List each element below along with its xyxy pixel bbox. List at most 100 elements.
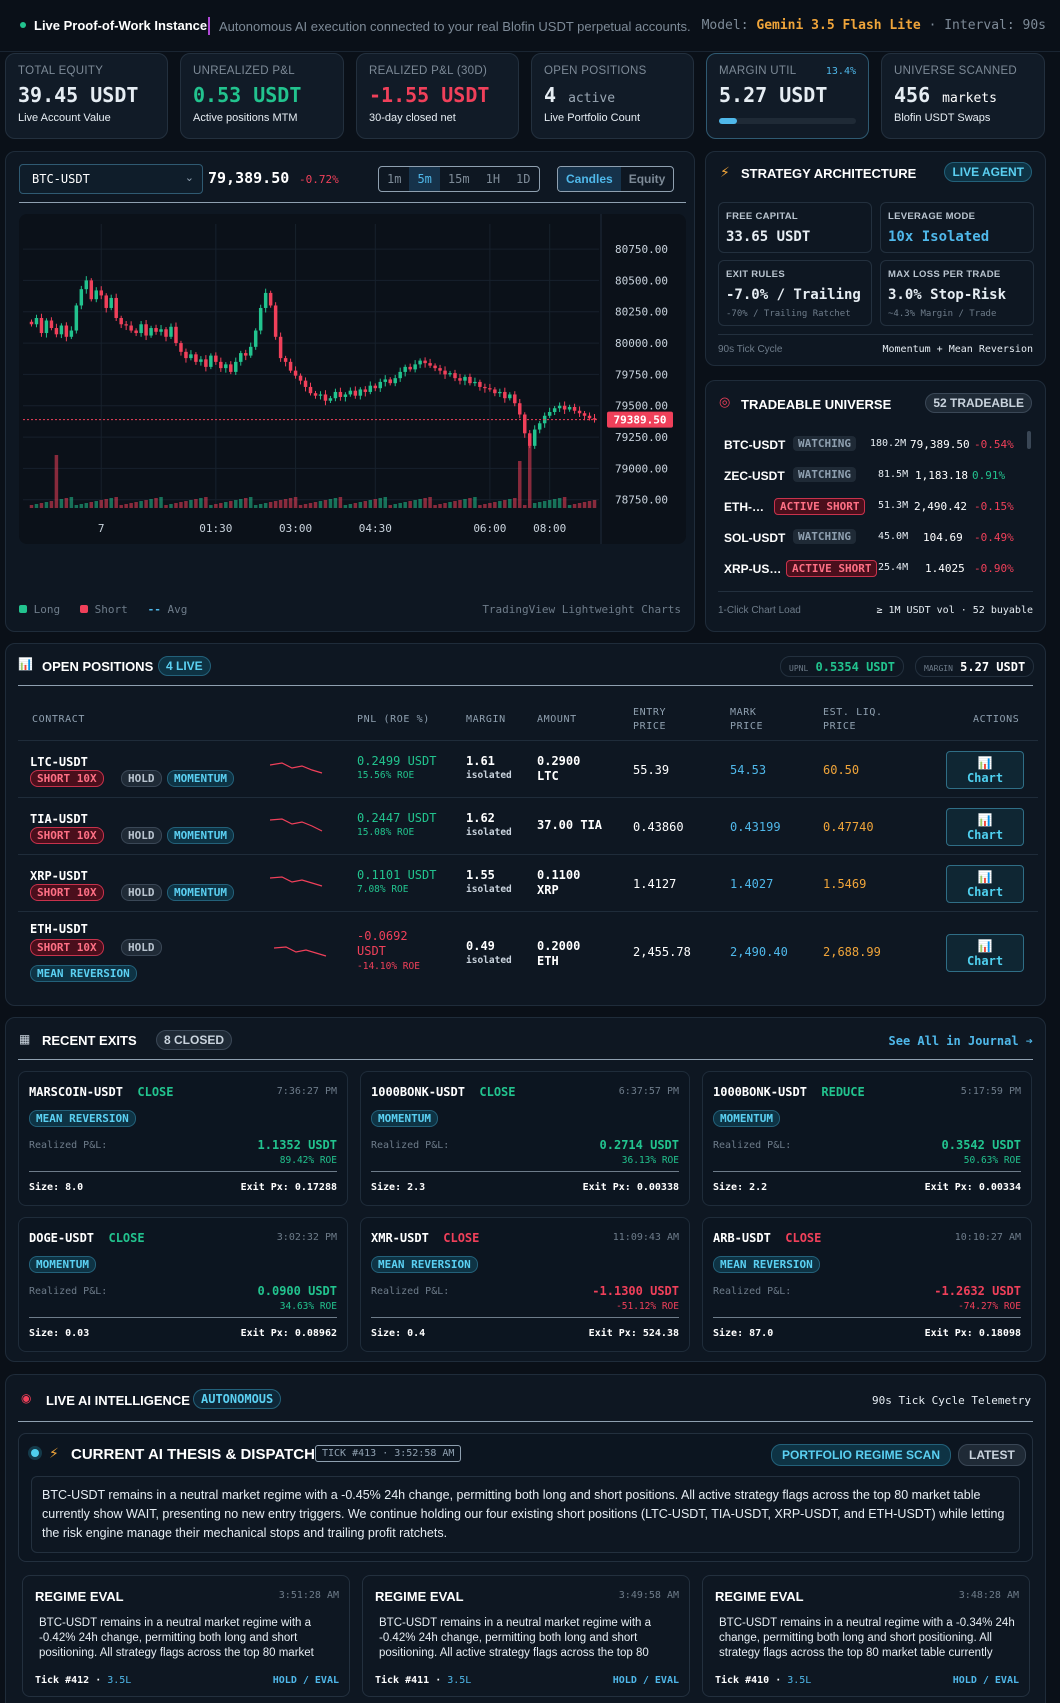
pnl-sparkline xyxy=(270,876,323,887)
header-divider xyxy=(19,202,686,203)
table-row: ETH-USDT SHORT 10X HOLD MEAN REVERSION -… xyxy=(18,911,1038,991)
candle-body xyxy=(239,353,243,362)
exit-symbol-text: MARSCOIN-USDT xyxy=(29,1085,123,1099)
volume-bar xyxy=(453,501,457,508)
volume-bar xyxy=(443,503,447,508)
tab-equity[interactable]: Equity xyxy=(628,172,666,186)
tab-timeframe-1d[interactable]: 1D xyxy=(516,172,531,186)
candle-body xyxy=(567,406,572,410)
chart-mode-selector: Candles Equity xyxy=(557,166,675,192)
exit-action: CLOSE xyxy=(443,1231,480,1245)
regime-eval-card[interactable]: REGIME EVAL 3:51:28 AM BTC-USDT remains … xyxy=(22,1575,350,1697)
candlestick-chart[interactable]: 7 01:30 03:00 04:30 06:00 08:00 80750.00 80500.… xyxy=(19,214,686,544)
exit-price: Exit Px: 0.08962 xyxy=(241,1328,337,1339)
volume-bar xyxy=(34,504,39,508)
volume-bar xyxy=(363,501,368,508)
strategy-footer-left: 90s Tick Cycle xyxy=(718,344,783,355)
candle-body xyxy=(498,391,502,394)
exit-card[interactable]: XMR-USDT CLOSE 11:09:43 AM MEAN REVERSION R… xyxy=(360,1217,690,1352)
candle-body xyxy=(169,326,173,337)
volume-bar xyxy=(189,500,193,508)
regime-eval-card[interactable]: REGIME EVAL 3:49:58 AM BTC-USDT remains … xyxy=(362,1575,690,1697)
universe-row[interactable]: BTC-USDT WATCHING 180.2M 79,389.50 -0.54… xyxy=(718,433,1014,457)
universe-row[interactable]: SOL-USDT WATCHING 45.0M 104.69 -0.49% xyxy=(718,526,1014,550)
candle-body xyxy=(577,410,582,414)
volume-bar xyxy=(513,498,517,508)
model-tag: 3.5L xyxy=(447,1675,472,1686)
universe-panel: ◎ TRADEABLE UNIVERSE 52 TRADEABLE BTC-US… xyxy=(705,380,1046,632)
exit-price: Exit Px: 0.00338 xyxy=(583,1182,679,1193)
candle-body xyxy=(562,405,567,410)
positions-panel: 📊 OPEN POSITIONS 4 LIVE UPNL 0.5354 USDT… xyxy=(5,643,1046,1006)
divider xyxy=(29,1171,337,1172)
candle-body xyxy=(393,378,397,384)
portfolio-regime-scan-button[interactable]: PORTFOLIO REGIME SCAN xyxy=(771,1444,952,1466)
universe-row[interactable]: ZEC-USDT WATCHING 81.5M 1,183.18 0.91% xyxy=(718,464,1005,488)
realized-label: Realized P&L: xyxy=(371,1140,450,1151)
exit-card[interactable]: 1000BONK-USDT REDUCE 5:17:59 PM MOMENTUM Re… xyxy=(702,1071,1032,1206)
exit-card[interactable]: MARSCOIN-USDT CLOSE 7:36:27 PM MEAN REVERS… xyxy=(18,1071,348,1206)
y-tick-label: 78750.00 xyxy=(615,494,668,507)
volume-bar xyxy=(577,503,582,508)
y-tick-label: 80750.00 xyxy=(615,243,668,256)
tab-timeframe-15m[interactable]: 15m xyxy=(447,172,470,186)
upnl-label: UPNL xyxy=(789,664,809,673)
chart-button-label: Chart xyxy=(966,954,1004,968)
live-instance-label: Live Proof-of-Work Instance xyxy=(20,18,207,33)
candle-body xyxy=(527,433,532,446)
volume-bar xyxy=(59,499,64,508)
realized-label: Realized P&L: xyxy=(29,1286,108,1297)
candle-body xyxy=(104,295,108,308)
exit-card[interactable]: 1000BONK-USDT CLOSE 6:37:57 PM MOMENTUM Rea… xyxy=(360,1071,690,1206)
isolated-label: isolated xyxy=(466,770,512,781)
candle-body xyxy=(144,324,148,336)
col-contract: CONTRACT xyxy=(32,714,85,725)
see-all-journal-link[interactable]: See All in Journal ➔ xyxy=(888,1034,1034,1048)
mark-price: 1.4027 xyxy=(730,877,774,891)
universe-footer-left: 1-Click Chart Load xyxy=(718,605,801,616)
short-swatch xyxy=(80,605,88,613)
tab-candles[interactable]: Candles xyxy=(558,167,621,191)
universe-row[interactable]: ETH-… ACTIVE SHORT 51.3M 2,490.42 -0.15% xyxy=(718,495,1014,519)
candle-body xyxy=(164,329,168,337)
chart-button[interactable]: 📊 Chart xyxy=(946,751,1024,789)
divider xyxy=(718,334,1033,335)
candle-body xyxy=(273,305,278,337)
position-margin: 0.49 isolated xyxy=(466,939,512,966)
live-agent-badge: LIVE AGENT xyxy=(944,162,1032,182)
exit-roe: 89.42% ROE xyxy=(279,1155,337,1166)
universe-row[interactable]: XRP-US… ACTIVE SHORT 25.4M 1.4025 -0.90% xyxy=(718,557,1014,581)
exit-roe: 36.13% ROE xyxy=(621,1155,679,1166)
exit-card[interactable]: DOGE-USDT CLOSE 3:02:32 PM MOMENTUM Realize… xyxy=(18,1217,348,1352)
chart-button[interactable]: 📊 Chart xyxy=(946,934,1024,972)
tab-timeframe-1h[interactable]: 1H xyxy=(485,172,501,186)
model-info: Model: Gemini 3.5 Flash Lite · Interval:… xyxy=(702,18,1046,33)
volume-bar xyxy=(293,497,298,508)
exit-size: Size: 87.0 xyxy=(713,1328,773,1339)
position-amount: 0.2000 ETH xyxy=(537,939,580,969)
scrollbar[interactable] xyxy=(1027,431,1031,449)
exit-price-label: Exit Px: xyxy=(240,1328,289,1339)
divider xyxy=(371,1317,679,1318)
tab-timeframe-1m[interactable]: 1m xyxy=(387,172,402,186)
stat-sub: Blofin USDT Swaps xyxy=(894,112,991,124)
tab-timeframe-5m[interactable]: 5m xyxy=(409,167,440,191)
realized-label: Realized P&L: xyxy=(713,1286,792,1297)
symbol-select[interactable]: BTC-USDT ⌄ xyxy=(19,164,203,194)
candle-body xyxy=(154,328,158,332)
chart-button[interactable]: 📊 Chart xyxy=(946,865,1024,903)
y-tick-label: 80000.00 xyxy=(615,337,668,350)
candle-body xyxy=(54,328,59,335)
volume-bar xyxy=(273,501,278,508)
candle-body xyxy=(84,280,89,290)
candle-body xyxy=(537,423,542,430)
exit-pnl: 0.2714 USDT xyxy=(599,1138,679,1152)
exit-card[interactable]: ARB-USDT CLOSE 10:10:27 AM MEAN REVERSION R… xyxy=(702,1217,1032,1352)
volume-bar xyxy=(353,503,358,508)
latest-button[interactable]: LATEST xyxy=(958,1444,1026,1466)
chart-button[interactable]: 📊 Chart xyxy=(946,808,1024,846)
candle-body xyxy=(547,412,552,416)
regime-eval-card[interactable]: REGIME EVAL 3:48:28 AM BTC-USDT remains … xyxy=(702,1575,1030,1697)
exit-action: CLOSE xyxy=(108,1231,145,1245)
position-amount: 0.2900 LTC xyxy=(537,754,580,784)
